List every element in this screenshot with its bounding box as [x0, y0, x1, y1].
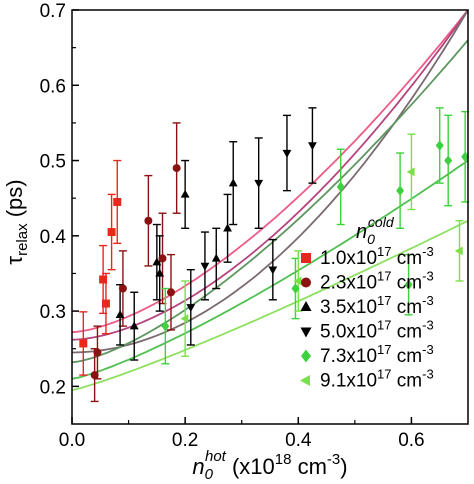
data-point [161, 320, 170, 332]
data-point [461, 151, 470, 162]
y-tick-label: 0.7 [40, 1, 66, 22]
data-point [282, 149, 292, 158]
fit-curve [71, 9, 469, 341]
x-label-base: n [192, 454, 204, 479]
x-axis-label: n0hot (x1018 cm-3) [192, 448, 347, 483]
x-label-exp: 18 [275, 451, 292, 468]
data-point [404, 279, 413, 290]
data-point [93, 348, 102, 357]
data-point [101, 299, 110, 308]
y-axis-ticks: 0.2 0.3 0.4 0.5 0.6 0.7 [40, 1, 79, 398]
data-point [118, 284, 127, 293]
y-tick-label: 0.5 [40, 152, 66, 173]
data-markers [79, 140, 470, 380]
data-point [113, 197, 122, 206]
x-axis-ticks: 0.0 0.2 0.4 0.6 [59, 417, 425, 451]
y-label-sub: relax [14, 223, 31, 256]
data-point [200, 262, 210, 271]
fit-curve [71, 159, 469, 380]
data-point [99, 275, 108, 284]
legend-marker [301, 253, 311, 263]
fit-curve [71, 9, 469, 334]
data-point [406, 167, 415, 177]
data-point [268, 266, 278, 275]
x-tick-label: 0.6 [398, 430, 424, 451]
data-point [444, 155, 453, 166]
legend-title-base: n [356, 221, 367, 243]
fit-curve [71, 9, 469, 354]
legend-marker [300, 301, 312, 311]
data-point [144, 216, 153, 225]
y-label-rest: (ps) [2, 179, 27, 223]
legend-label: 9.1x1017 cm-3 [320, 367, 434, 392]
data-point [152, 257, 162, 266]
y-axis-label: τrelax (ps) [2, 179, 31, 264]
y-tick-label: 0.6 [40, 76, 66, 97]
legend-marker [300, 375, 310, 386]
legend-label: 5.0x1017 cm-3 [320, 318, 434, 343]
y-tick-label: 0.2 [40, 377, 66, 398]
data-point [228, 178, 238, 187]
data-point [90, 371, 99, 380]
fit-curves [71, 9, 469, 391]
legend-marker [301, 277, 311, 288]
x-tick-label: 0.4 [285, 430, 312, 451]
fit-curve [71, 219, 469, 391]
y-tick-label: 0.3 [40, 302, 66, 323]
data-point [308, 142, 317, 151]
data-point [454, 246, 463, 256]
legend-title: n0cold [356, 214, 395, 247]
data-point [180, 189, 190, 198]
x-label-sup: hot [205, 448, 227, 465]
legend: 1.0x1017 cm-32.3x1017 cm-33.5x1017 cm-35… [300, 244, 434, 392]
data-point [180, 314, 189, 324]
legend-marker [300, 327, 312, 338]
data-point [211, 253, 221, 262]
data-point [107, 228, 116, 237]
legend-marker [301, 349, 311, 363]
data-point [396, 185, 405, 196]
data-point [435, 140, 444, 151]
x-label-unit: cm [291, 454, 326, 479]
legend-title-sub: 0 [367, 231, 375, 247]
data-point [336, 181, 345, 193]
data-point [172, 164, 181, 173]
legend-label: 3.5x1017 cm-3 [320, 293, 434, 318]
y-tick-label: 0.4 [40, 227, 67, 248]
data-point [115, 310, 125, 319]
data-point [158, 254, 167, 263]
data-point [254, 179, 264, 188]
data-point [223, 223, 232, 232]
x-label-sub: 0 [205, 466, 214, 483]
x-tick-label: 0.2 [172, 430, 198, 451]
data-point [291, 283, 300, 294]
legend-label: 7.3x1017 cm-3 [320, 342, 434, 367]
legend-label: 2.3x1017 cm-3 [320, 269, 434, 294]
data-point [186, 304, 196, 313]
x-tick-label: 0.0 [59, 430, 85, 451]
data-point [79, 339, 88, 348]
data-point [155, 268, 165, 277]
data-point [167, 288, 175, 297]
y-label-base: τ [2, 256, 27, 265]
x-label-close: ) [340, 454, 347, 479]
data-point [293, 276, 302, 286]
fit-curve [71, 39, 469, 364]
legend-label: 1.0x1017 cm-3 [320, 244, 434, 269]
x-label-rest: (x10 [226, 454, 275, 479]
legend-title-sup: cold [368, 214, 395, 230]
plot-frame [71, 9, 469, 425]
data-point [129, 321, 139, 330]
x-label-unit-exp: -3 [327, 451, 340, 468]
